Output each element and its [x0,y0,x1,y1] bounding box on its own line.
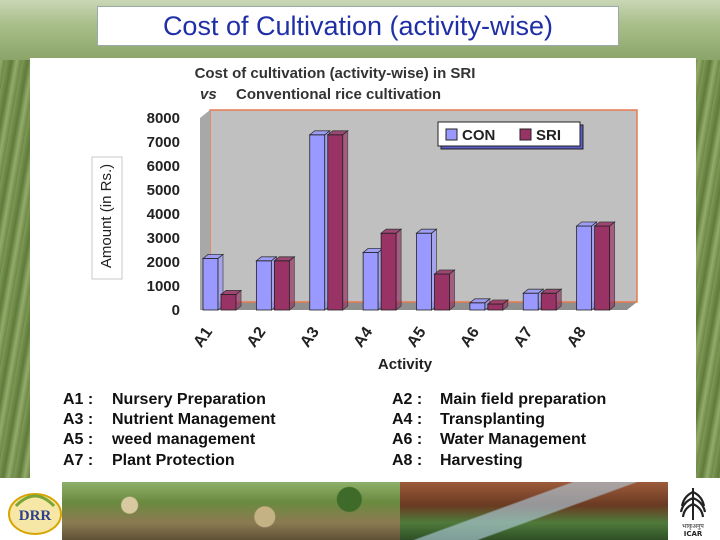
x-tick-label: A1 [190,324,216,351]
legend-box [437,121,581,147]
x-axis-label: Activity [378,356,433,373]
x-tick-label: A3 [297,324,323,351]
bar-sri-A5 [433,269,456,311]
drr-logo-text: DRR [19,508,52,524]
activity-label: Main field preparation [440,391,606,408]
legend-swatch-con [445,128,458,141]
bar-con-A8 [575,221,598,311]
activity-label: Transplanting [440,411,545,428]
activity-code: A2 : [392,391,422,408]
x-tick-label: A6 [457,324,483,351]
x-tick-label: A8 [564,324,590,351]
y-tick-label: 8000 [147,110,180,127]
drr-logo: DRR [8,493,62,535]
y-axis-label: Amount (in Rs.) [98,164,115,268]
bar-sri-A6 [486,299,510,311]
y-tick-label: 1000 [147,278,180,295]
slide-title: Cost of Cultivation (activity-wise) [97,6,619,46]
svg-text:भाकृअनुप: भाकृअनुप [682,523,704,530]
activity-label: Water Management [440,431,587,448]
y-tick-label: 5000 [147,182,180,199]
chart-title-line2: Conventional rice cultivation [236,86,441,103]
activity-label: Nutrient Management [112,411,276,428]
bar-con-A2 [255,255,278,311]
y-tick-label: 7000 [147,134,180,151]
activity-code: A7 : [63,452,93,469]
y-tick-label: 3000 [147,230,180,247]
nursery-photo [400,482,668,540]
activity-code: A3 : [63,411,93,428]
activity-code: A4 : [392,411,422,428]
activity-code: A6 : [392,431,422,448]
x-tick-label: A4 [351,324,377,351]
bar-con-A7 [522,288,545,311]
bar-chart: Cost of cultivation (activity-wise) in S… [63,65,638,469]
chart-title-vs: vs [200,86,217,103]
legend-label-sri: SRI [536,127,561,144]
x-tick-label: A5 [404,324,430,351]
bar-sri-A2 [273,255,296,311]
bar-sri-A8 [593,221,616,311]
bar-con-A1 [201,253,225,311]
bar-con-A4 [361,247,385,311]
activity-code: A1 : [63,391,93,408]
y-tick-label: 4000 [147,206,180,223]
activity-label: weed management [111,431,256,448]
activity-label: Plant Protection [112,452,235,469]
activity-code: A5 : [63,431,93,448]
x-tick-label: A7 [511,324,537,351]
y-tick-label: 0 [172,302,180,319]
y-tick-label: 6000 [147,158,180,175]
bar-con-A5 [415,228,438,311]
activity-label: Harvesting [440,452,523,469]
y-axis-label-box [91,156,123,280]
legend-swatch-sri [519,128,532,141]
chart-title-line1: Cost of cultivation (activity-wise) in S… [195,65,476,82]
activity-code: A8 : [392,452,422,469]
field-workers-photo [62,482,400,540]
icar-logo-text: ICAR [684,530,703,538]
bar-con-A3 [308,129,331,311]
bar-sri-A1 [219,289,243,311]
legend-label-con: CON [462,127,495,144]
activity-label: Nursery Preparation [112,391,266,408]
bar-sri-A3 [326,129,349,311]
icar-logo: भाकृअनुप ICAR [679,488,707,538]
y-tick-label: 2000 [147,254,180,271]
x-tick-label: A2 [244,324,270,351]
bar-sri-A7 [540,288,563,311]
bar-sri-A4 [379,228,403,311]
